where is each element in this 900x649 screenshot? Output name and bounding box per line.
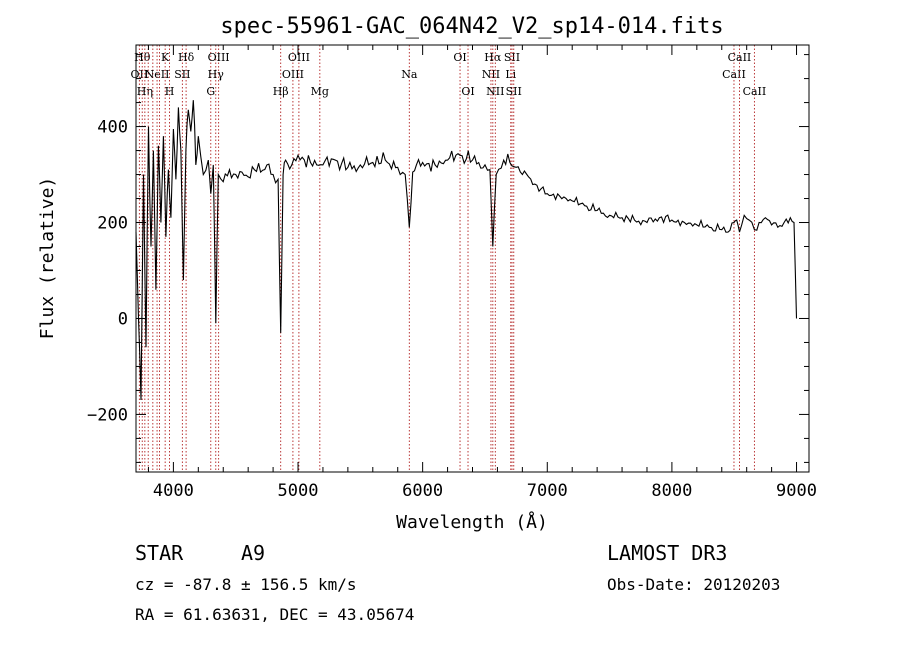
line-label: OIII [282, 68, 304, 81]
cz-label: cz = -87.8 ± 156.5 km/s [135, 575, 357, 594]
x-axis-label: Wavelength (Å) [396, 511, 548, 533]
line-label: OIII [208, 51, 230, 64]
x-tick-label: 5000 [278, 481, 319, 501]
line-label: OI [461, 85, 474, 98]
y-axis-label: Flux (relative) [37, 177, 58, 340]
y-tick-label: −200 [87, 405, 128, 425]
chart-title: spec-55961-GAC_064N42_V2_sp14-014.fits [220, 14, 723, 39]
line-label: OII [131, 68, 149, 81]
line-label: SII [504, 51, 520, 64]
line-label: NeII [145, 68, 170, 81]
line-label: CaII [722, 68, 746, 81]
axis-ticks: 4000 5000 6000 7000 8000 9000 −200 0 200 400 [87, 45, 817, 501]
line-label: CaII [743, 85, 767, 98]
subclass-label: A9 [241, 541, 265, 565]
plot-frame [135, 44, 810, 473]
line-label: OIII [288, 51, 310, 64]
line-label: NII [482, 68, 500, 81]
obs-date-label: Obs-Date: 20120203 [607, 575, 780, 594]
line-label: NII [486, 85, 504, 98]
line-label: Hη [137, 85, 153, 98]
line-label: SII [174, 68, 190, 81]
line-label: Mg [311, 85, 329, 98]
y-tick-label: 0 [118, 309, 128, 329]
x-tick-label: 7000 [527, 481, 568, 501]
line-markers: OIIHθHηNeIIKHSIIHδGHγOIIIHβOIIIOIIIMgNaO… [131, 45, 767, 472]
line-label: Li [505, 68, 516, 81]
line-label: OI [453, 51, 466, 64]
coords-label: RA = 61.63631, DEC = 43.05674 [135, 605, 414, 624]
x-tick-label: 6000 [402, 481, 443, 501]
line-label: CaII [728, 51, 752, 64]
x-tick-label: 4000 [153, 481, 194, 501]
line-label: H [165, 85, 175, 98]
classification-label: STAR [135, 541, 184, 565]
x-tick-label: 8000 [651, 481, 692, 501]
line-label: Na [401, 68, 418, 81]
x-tick-label: 9000 [776, 481, 817, 501]
line-label: Hγ [208, 68, 225, 81]
line-label: Hβ [273, 85, 289, 98]
y-tick-label: 400 [97, 118, 128, 138]
y-tick-label: 200 [97, 214, 128, 234]
line-label: Hα [484, 51, 502, 64]
line-label: SII [506, 85, 522, 98]
survey-label: LAMOST DR3 [607, 541, 727, 565]
spectrum-series [135, 100, 798, 401]
line-label: G [206, 85, 215, 98]
line-label: K [161, 51, 170, 64]
line-label: Hδ [178, 51, 195, 64]
